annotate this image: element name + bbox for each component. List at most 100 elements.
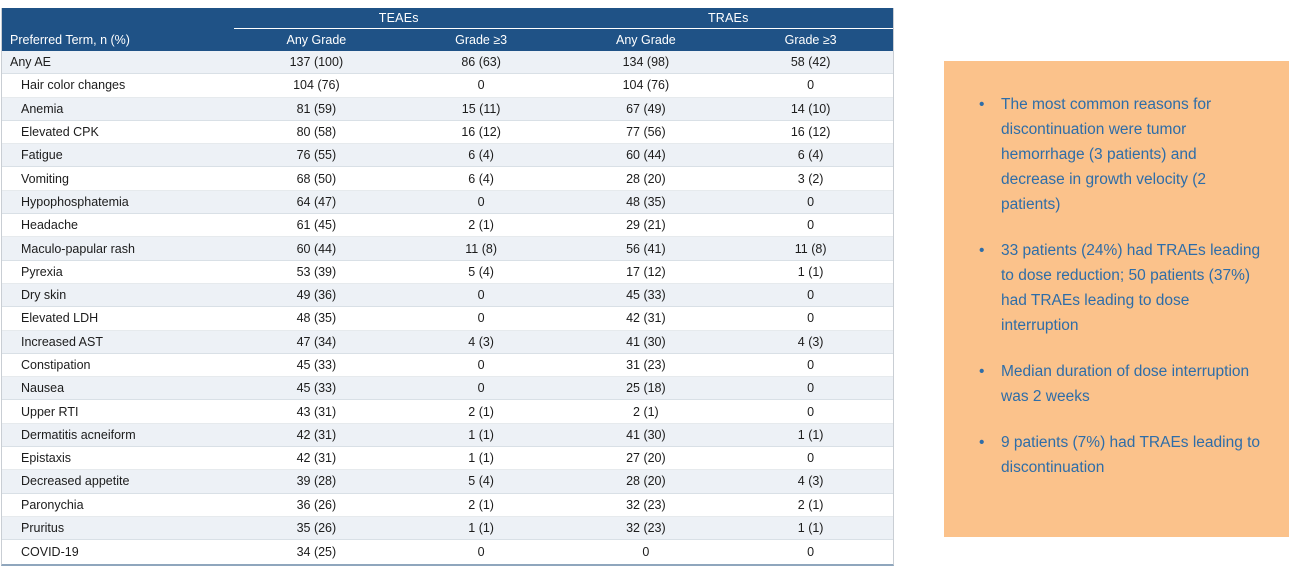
value-cell: 2 (1) [633, 404, 659, 419]
table-row: Fatigue 76 (55) 6 (4) 60 (44) 6 (4) [2, 144, 893, 168]
value-cell: 0 [807, 78, 815, 93]
value-cell: 2 (1) [797, 497, 824, 512]
column-header-preferred-term: Preferred Term, n (%) [10, 33, 130, 47]
preferred-term-cell: Elevated CPK [21, 125, 99, 140]
value-cell: 47 (34) [296, 334, 337, 349]
value-cell: 35 (26) [296, 521, 337, 536]
table-row: Pruritus 35 (26) 1 (1) 32 (23) 1 (1) [2, 516, 893, 541]
table-subheader-row: Preferred Term, n (%) Any Grade Grade ≥3… [2, 29, 893, 51]
value-cell: 53 (39) [296, 264, 337, 279]
value-cell: 25 (18) [626, 381, 666, 396]
value-cell: 104 (76) [293, 78, 340, 93]
table-row: Maculo-papular rash 60 (44) 11 (8) 56 (41) 1… [2, 237, 893, 261]
value-cell: 134 (98) [622, 55, 670, 70]
table-body: Any AE 137 (100) 86 (63) 134 (98) 58 (42) Hai… [2, 51, 893, 564]
preferred-term-cell: Nausea [21, 381, 65, 396]
table-group-header-row: TEAEs TRAEs [2, 8, 893, 29]
value-cell: 4 (3) [797, 334, 824, 349]
bullet-icon: • [979, 434, 985, 451]
column-header-trae-any-grade: Any Grade [615, 33, 676, 47]
value-cell: 2 (1) [468, 218, 494, 233]
column-group-traes: TRAEs [563, 8, 893, 29]
value-cell: 5 (4) [468, 264, 494, 279]
adverse-events-table: TEAEs TRAEs Preferred Term, n (%) Any Gr… [1, 8, 894, 566]
column-group-teaes: TEAEs [234, 8, 564, 29]
value-cell: 0 [807, 194, 815, 209]
value-cell: 6 (4) [468, 171, 494, 186]
table-row: Dermatitis acneiform 42 (31) 1 (1) 41 (30) 1… [2, 423, 893, 448]
value-cell: 28 (20) [626, 474, 666, 489]
table-row: Epistaxis 42 (31) 1 (1) 27 (20) 0 [2, 447, 893, 471]
value-cell: 1 (1) [797, 521, 824, 536]
value-cell: 0 [807, 381, 815, 396]
preferred-term-cell: Hypophosphatemia [21, 194, 129, 209]
table-row: Paronychia 36 (26) 2 (1) 32 (23) 2 (1) [2, 493, 893, 517]
value-cell: 61 (45) [296, 218, 337, 233]
value-cell: 11 (8) [465, 241, 497, 256]
value-cell: 58 (42) [790, 55, 831, 70]
value-cell: 0 [807, 544, 815, 559]
preferred-term-cell: Increased AST [21, 334, 103, 349]
bullet-icon: • [979, 96, 985, 113]
table-row: Any AE 137 (100) 86 (63) 134 (98) 58 (42) [2, 51, 893, 75]
value-cell: 31 (23) [626, 358, 666, 372]
value-cell: 0 [807, 404, 815, 419]
value-cell: 16 (12) [790, 125, 831, 140]
preferred-term-cell: Dermatitis acneiform [21, 427, 136, 442]
table-row: Decreased appetite 39 (28) 5 (4) 28 (20) 4 (… [2, 470, 893, 494]
value-cell: 81 (59) [296, 101, 337, 116]
value-cell: 0 [807, 311, 815, 326]
value-cell: 41 (30) [626, 427, 666, 442]
table-row: Anemia 81 (59) 15 (11) 67 (49) 14 (10) [2, 97, 893, 121]
callout-bullet-text: 9 patients (7%) had TRAEs leading to dis… [1001, 434, 1261, 476]
value-cell: 28 (20) [626, 171, 666, 186]
value-cell: 45 (33) [296, 358, 337, 372]
value-cell: 76 (55) [296, 148, 337, 163]
value-cell: 2 (1) [468, 404, 494, 419]
value-cell: 4 (3) [797, 474, 824, 489]
value-cell: 36 (26) [296, 497, 337, 512]
value-cell: 14 (10) [790, 101, 831, 116]
value-cell: 1 (1) [468, 521, 494, 536]
value-cell: 0 [807, 218, 815, 233]
value-cell: 0 [477, 311, 485, 326]
value-cell: 60 (44) [296, 241, 337, 256]
value-cell: 17 (12) [626, 264, 666, 279]
table-row: Dry skin 49 (36) 0 45 (33) 0 [2, 283, 893, 308]
preferred-term-cell: Dry skin [21, 288, 67, 303]
callout-bullet: • Median duration of dose interruption wa… [974, 359, 1263, 409]
value-cell: 1 (1) [468, 451, 494, 466]
value-cell: 137 (100) [289, 55, 344, 70]
value-cell: 4 (3) [468, 334, 494, 349]
table-row: Elevated LDH 48 (35) 0 42 (31) 0 [2, 307, 893, 331]
value-cell: 29 (21) [626, 218, 666, 233]
value-cell: 68 (50) [296, 171, 337, 186]
table-row: Headache 61 (45) 2 (1) 29 (21) 0 [2, 214, 893, 238]
table-row: Elevated CPK 80 (58) 16 (12) 77 (56) 16 (12) [2, 120, 893, 145]
value-cell: 1 (1) [797, 264, 824, 279]
key-findings-callout: • The most common reasons for discontinua… [944, 61, 1289, 537]
value-cell: 0 [477, 288, 485, 303]
table-row: Increased AST 47 (34) 4 (3) 41 (30) 4 (3) [2, 330, 893, 354]
column-header-teae-grade-ge3: Grade ≥3 [455, 33, 508, 47]
value-cell: 0 [477, 194, 485, 209]
value-cell: 42 (31) [296, 427, 337, 442]
bullet-icon: • [979, 242, 985, 259]
value-cell: 0 [807, 358, 815, 372]
value-cell: 0 [477, 381, 485, 396]
value-cell: 86 (63) [461, 55, 501, 70]
preferred-term-cell: COVID-19 [21, 544, 79, 559]
table-row: Hair color changes 104 (76) 0 104 (76) 0 [2, 74, 893, 98]
value-cell: 34 (25) [296, 544, 337, 559]
value-cell: 27 (20) [626, 451, 666, 466]
bullet-icon: • [979, 363, 985, 380]
value-cell: 80 (58) [296, 125, 337, 140]
value-cell: 2 (1) [468, 497, 494, 512]
value-cell: 1 (1) [468, 427, 494, 442]
value-cell: 0 [477, 78, 485, 93]
preferred-term-cell: Elevated LDH [21, 311, 99, 326]
preferred-term-cell: Fatigue [21, 148, 63, 163]
value-cell: 39 (28) [296, 474, 337, 489]
preferred-term-cell: Decreased appetite [21, 474, 130, 489]
value-cell: 0 [807, 451, 815, 466]
